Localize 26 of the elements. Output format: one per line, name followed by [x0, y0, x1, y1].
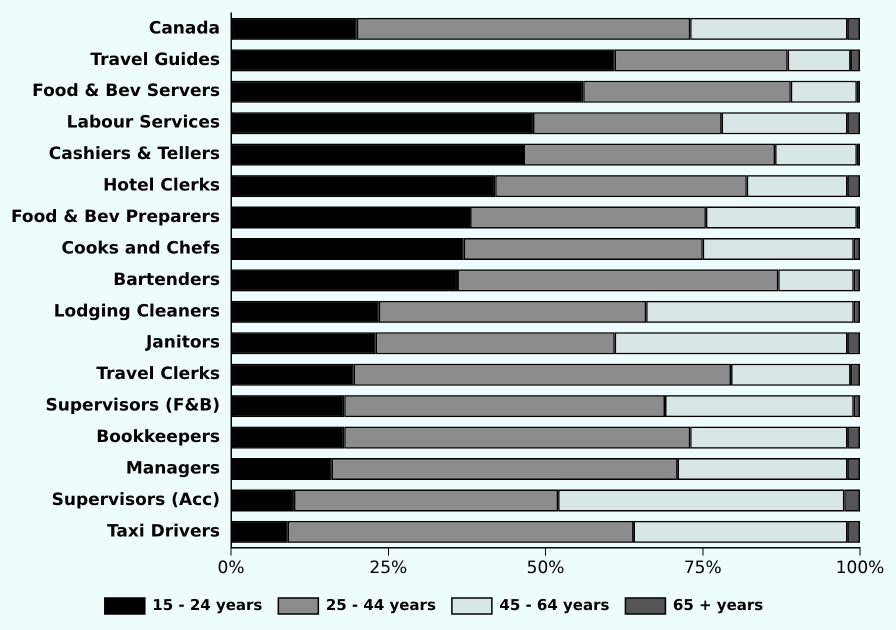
y-tick-label: Bartenders	[113, 270, 220, 290]
legend-label: 45 - 64 years	[499, 596, 610, 614]
y-tick-label: Taxi Drivers	[107, 521, 220, 542]
y-tick-label: Cooks and Chefs	[62, 238, 220, 258]
y-tick-label: Hotel Clerks	[103, 176, 220, 196]
legend-label: 25 - 44 years	[326, 596, 436, 614]
y-tick-label: Supervisors (Acc)	[52, 490, 220, 510]
y-tick-label: Lodging Cleaners	[54, 301, 220, 322]
y-tick-label: Travel Guides	[90, 50, 220, 70]
x-tick-label: 0%	[218, 558, 245, 578]
y-tick-label: Cashiers & Tellers	[48, 144, 220, 164]
y-tick-label: Supervisors (F&B)	[46, 396, 220, 416]
x-tick-label: 50%	[526, 558, 564, 578]
y-tick-label: Food & Bev Preparers	[11, 206, 220, 227]
y-tick-label: Managers	[126, 458, 220, 478]
legend-label: 15 - 24 years	[152, 596, 262, 614]
legend-label: 65 + years	[672, 596, 764, 614]
y-tick-label: Travel Clerks	[96, 364, 220, 384]
y-tick-label: Janitors	[144, 332, 220, 353]
x-tick-label: 100%	[836, 558, 884, 578]
y-tick-label: Food & Bev Servers	[32, 81, 220, 102]
y-tick-label: Canada	[148, 18, 220, 38]
y-tick-label: Bookkeepers	[96, 427, 220, 447]
x-tick-label: 75%	[684, 558, 722, 578]
x-tick-label: 25%	[369, 558, 408, 578]
y-tick-label: Labour Services	[66, 112, 220, 133]
